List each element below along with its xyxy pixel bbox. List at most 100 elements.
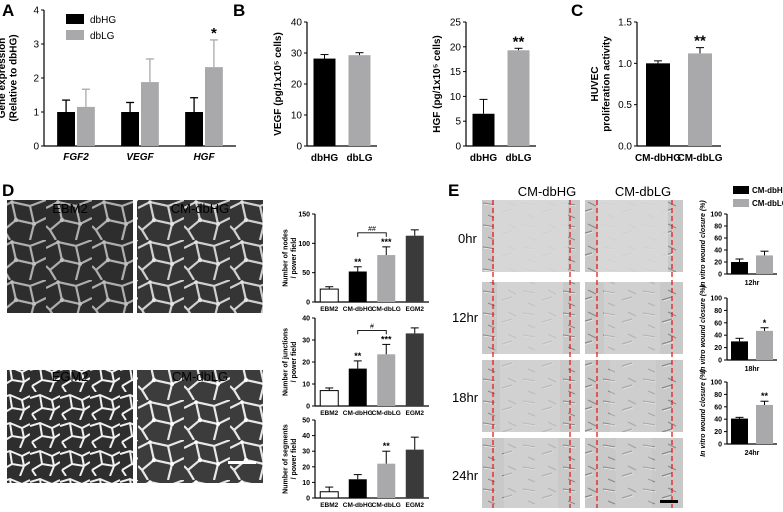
bar-cm-dblg bbox=[377, 463, 396, 498]
chart-vegf: 0 10 20 30 40 VEGF (pg/1x10⁵ cells) dbHG dbLG bbox=[273, 18, 377, 164]
y-tick-label: 100 bbox=[710, 295, 722, 302]
y-tick-label: 3 bbox=[33, 40, 39, 51]
significance-mark: *** bbox=[381, 334, 392, 344]
y-tick-label: 10 bbox=[450, 92, 462, 103]
chart-nodes: 0 50 100 150 Number of nodes / power field EBM… bbox=[283, 211, 429, 313]
micrograph-ebm2 bbox=[7, 200, 133, 313]
significance-mark: ** bbox=[383, 441, 391, 451]
category-label: dbLG bbox=[346, 153, 372, 164]
legend-swatch-dbhg bbox=[66, 14, 84, 24]
panel-label-e: E bbox=[448, 181, 459, 200]
significance-mark: ** bbox=[354, 257, 362, 267]
category-label: HGF bbox=[193, 152, 215, 163]
panel-label-d: D bbox=[2, 181, 14, 200]
bar-cm-dblg bbox=[756, 330, 773, 360]
category-label: CM-dbLG bbox=[678, 153, 723, 164]
label-ebm2: EBM2 bbox=[52, 201, 87, 216]
y-tick-label: 60 bbox=[714, 404, 722, 411]
category-label: CM-dbHG bbox=[635, 153, 681, 164]
bar-cm-dblg bbox=[377, 354, 396, 406]
y-tick-label: 1.0 bbox=[618, 59, 632, 70]
category-label: dbLG bbox=[505, 153, 531, 164]
y-tick-label: 20 bbox=[302, 359, 310, 366]
y-tick-label: 0 bbox=[306, 403, 310, 410]
y-tick-label: 10 bbox=[291, 111, 303, 122]
y-tick-label: 20 bbox=[714, 345, 722, 352]
category-label: dbHG bbox=[311, 153, 338, 164]
chart-hgf: 0 5 10 15 20 25 HGF (pg/1x10⁵ cells) dbHG dbLG ** bbox=[432, 18, 536, 164]
y-axis-label: In vitro wound closure (%) bbox=[700, 285, 707, 373]
bar-dblg bbox=[507, 50, 530, 146]
y-axis-label: Gene expression(Relative to dbHG) bbox=[0, 34, 20, 121]
y-tick-label: 2 bbox=[33, 74, 39, 85]
y-tick-label: 0.5 bbox=[618, 100, 632, 111]
y-axis-label: In vitro wound closure (%) bbox=[700, 369, 707, 457]
significance-bracket bbox=[357, 329, 387, 335]
y-axis-label: Number of junctions / power field bbox=[283, 328, 299, 396]
y-tick-label: 40 bbox=[714, 333, 722, 340]
micrograph-cm-dbhg bbox=[137, 200, 263, 313]
bar-cm-dbhg bbox=[348, 479, 367, 498]
micrograph-cm-dblg bbox=[137, 370, 263, 483]
legend-a: dbHG dbLG bbox=[66, 14, 116, 42]
y-axis-label: VEGF (pg/1x10⁵ cells) bbox=[273, 32, 284, 136]
legend-label-dbhg: dbHG bbox=[90, 15, 116, 26]
y-tick-label: 80 bbox=[714, 308, 722, 315]
y-tick-label: 0 bbox=[455, 142, 461, 153]
significance-mark: * bbox=[211, 25, 217, 42]
row-label-0hr: 0hr bbox=[458, 231, 477, 246]
bar-ebm2 bbox=[319, 390, 339, 407]
y-tick-label: 40 bbox=[714, 247, 722, 254]
y-tick-label: 0.0 bbox=[618, 142, 632, 153]
bar-dblg bbox=[348, 55, 371, 146]
y-tick-label: 20 bbox=[302, 464, 310, 471]
y-tick-label: 20 bbox=[714, 429, 722, 436]
y-tick-label: 0 bbox=[718, 271, 722, 278]
y-tick-label: 100 bbox=[710, 211, 722, 218]
bar-cm-dbhg bbox=[731, 262, 748, 274]
y-tick-label: 50 bbox=[302, 417, 310, 424]
bracket-label: ## bbox=[368, 226, 376, 233]
category-label: EGM2 bbox=[406, 306, 425, 313]
wound-edge-lines bbox=[492, 200, 673, 508]
category-label: EGM2 bbox=[406, 410, 425, 417]
y-tick-label: 100 bbox=[298, 241, 310, 248]
category-label: VEGF bbox=[126, 152, 154, 163]
legend-e: CM-dbHG CM-dbLG bbox=[733, 186, 783, 208]
panel-label-b: B bbox=[233, 1, 245, 20]
bar-cm-dblg bbox=[756, 404, 773, 444]
category-label: EBM2 bbox=[320, 502, 338, 509]
category-label: CM-dbLG bbox=[372, 410, 401, 417]
wound-lg-24hr bbox=[585, 438, 683, 508]
x-axis-label: 18hr bbox=[745, 366, 760, 373]
y-tick-label: 0 bbox=[306, 495, 310, 502]
bar-cm-dbhg bbox=[731, 418, 748, 444]
category-label: EBM2 bbox=[320, 306, 338, 313]
y-tick-label: 10 bbox=[302, 480, 310, 487]
bar-egm2 bbox=[405, 449, 424, 498]
y-tick-label: 1.5 bbox=[618, 18, 632, 29]
y-tick-label: 40 bbox=[302, 315, 310, 322]
y-tick-label: 0 bbox=[718, 357, 722, 364]
bar-cm-dbhg bbox=[646, 63, 670, 147]
y-tick-label: 0 bbox=[296, 142, 302, 153]
significance-mark: ** bbox=[513, 33, 525, 50]
category-label: CM-dbHG bbox=[343, 306, 373, 313]
category-label: CM-dbHG bbox=[343, 410, 373, 417]
category-label: dbHG bbox=[470, 153, 497, 164]
y-axis-label: HGF (pg/1x10⁵ cells) bbox=[432, 35, 443, 133]
y-tick-label: 40 bbox=[302, 433, 310, 440]
y-axis-label: Number of nodes / power field bbox=[283, 229, 299, 287]
y-tick-label: 25 bbox=[450, 18, 462, 29]
y-tick-label: 100 bbox=[710, 379, 722, 386]
legend-swatch-cm-dbhg bbox=[733, 186, 749, 194]
y-tick-label: 1 bbox=[33, 108, 39, 119]
bar-dblg-hgf bbox=[205, 67, 223, 146]
y-tick-label: 10 bbox=[302, 381, 310, 388]
panel-label-a: A bbox=[2, 1, 14, 20]
bar-cm-dbhg bbox=[348, 271, 367, 302]
chart-gene-expression: 0 1 2 3 4 Gene expression(Relative to dbHG) FG… bbox=[0, 6, 236, 163]
y-tick-label: 150 bbox=[298, 211, 310, 218]
bar-dblg-vegf bbox=[141, 82, 159, 146]
